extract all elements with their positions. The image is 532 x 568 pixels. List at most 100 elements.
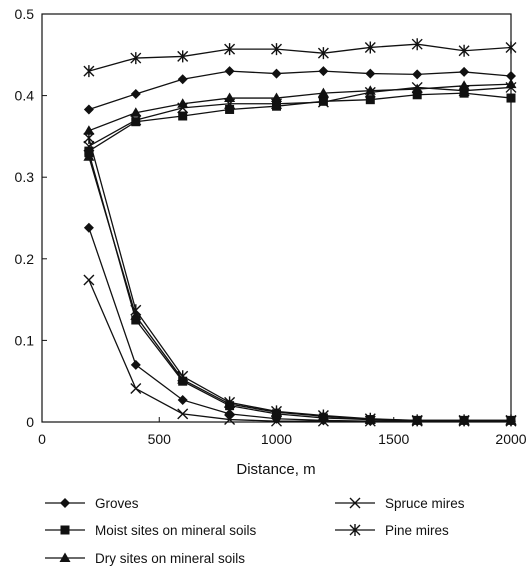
data-point (411, 81, 423, 93)
series-line-lower (88, 152, 511, 422)
data-point (130, 304, 142, 317)
data-point (505, 78, 517, 89)
data-point (317, 47, 329, 60)
data-point (411, 38, 423, 51)
x-tick-label: 2000 (495, 431, 526, 447)
series-line-upper (88, 86, 512, 147)
x-tick-label: 0 (38, 431, 46, 447)
data-point (224, 66, 235, 77)
data-point (411, 414, 423, 427)
series-line-upper (88, 70, 512, 111)
data-point (412, 69, 423, 80)
data-point (505, 41, 517, 54)
data-point (365, 95, 375, 105)
data-point (224, 396, 236, 409)
data-point (271, 405, 282, 418)
legend-item: Spruce mires (335, 496, 465, 511)
data-point (83, 222, 94, 233)
data-point (130, 107, 142, 117)
data-point (458, 85, 470, 97)
series-line-upper (88, 92, 512, 152)
data-point (177, 408, 189, 420)
data-point (506, 93, 516, 103)
data-point (177, 370, 189, 383)
data-point (83, 125, 95, 135)
data-point (178, 111, 188, 121)
y-tick-label: 0.1 (15, 332, 35, 348)
data-point (318, 66, 329, 77)
series-line-upper (88, 83, 512, 132)
data-point (224, 43, 236, 56)
data-point (224, 92, 236, 103)
data-point (83, 104, 94, 115)
data-point (458, 44, 470, 57)
data-point (505, 414, 517, 427)
series-line-upper (88, 43, 512, 72)
series-line-lower (88, 156, 511, 422)
data-point (224, 408, 235, 419)
series-line-lower (88, 279, 511, 422)
series-pine-mires (83, 38, 517, 427)
y-tick-label: 0.2 (15, 251, 35, 267)
y-tick-label: 0.3 (15, 169, 35, 185)
data-point (177, 50, 189, 63)
series-dry-sites-on-mineral-soils (83, 78, 517, 425)
legend-item: Groves (45, 496, 139, 511)
x-axis-label: Distance, m (236, 461, 315, 478)
data-point (272, 101, 281, 111)
data-point (130, 88, 141, 99)
series-line-lower (88, 137, 511, 422)
data-point (131, 315, 141, 325)
legend-item: Moist sites on mineral soils (45, 523, 257, 538)
data-point (364, 412, 376, 425)
data-point (271, 68, 282, 79)
data-point (317, 409, 329, 422)
legend-label: Spruce mires (385, 496, 465, 511)
legend-item: Pine mires (335, 523, 449, 538)
data-point (412, 90, 422, 100)
data-point (83, 151, 95, 161)
legend-item: Dry sites on mineral soils (45, 551, 245, 566)
data-point (364, 41, 376, 54)
data-point (83, 65, 95, 78)
legend-label: Groves (95, 496, 139, 511)
legend-marker (59, 552, 71, 562)
data-point (459, 88, 469, 98)
data-point (224, 414, 236, 426)
data-point (224, 98, 236, 110)
data-point (130, 52, 142, 65)
x-tick-label: 1500 (378, 431, 409, 447)
legend-marker (349, 497, 361, 509)
data-point (505, 81, 517, 93)
legend-marker (60, 525, 70, 535)
series-line-lower (88, 227, 511, 422)
legend-label: Pine mires (385, 523, 449, 538)
data-point (271, 98, 282, 110)
data-point (271, 415, 282, 427)
data-point (365, 68, 376, 79)
data-point (131, 117, 141, 127)
data-point (506, 71, 516, 82)
data-point (83, 132, 95, 145)
series-spruce-mires (83, 81, 517, 427)
data-point (271, 92, 282, 103)
data-point (177, 74, 188, 85)
data-point (271, 43, 282, 56)
data-point (177, 102, 189, 114)
data-point (130, 114, 142, 126)
data-point (177, 394, 188, 405)
y-tick-label: 0.5 (15, 6, 35, 22)
legend-marker (349, 524, 361, 536)
legend-label: Dry sites on mineral soils (95, 551, 245, 566)
data-point (317, 87, 329, 98)
x-tick-label: 1000 (261, 431, 292, 447)
data-point (459, 66, 470, 77)
data-point (458, 414, 470, 427)
y-tick-label: 0 (26, 414, 34, 430)
legend: Groves Moist sites on mineral soils Dry si… (45, 496, 465, 566)
data-point (364, 86, 376, 98)
data-point (130, 383, 142, 395)
y-tick-label: 0.4 (15, 88, 35, 104)
data-point (225, 104, 235, 114)
